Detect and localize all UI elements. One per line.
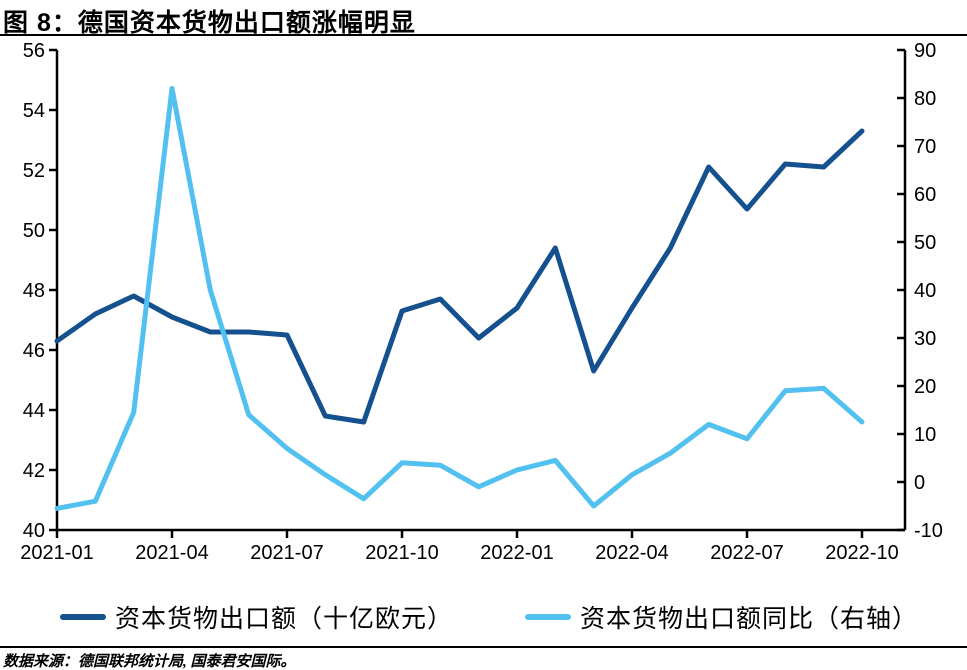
left-axis-tick-label: 46 bbox=[23, 340, 45, 362]
x-axis-tick-label: 2021-10 bbox=[365, 542, 438, 564]
x-axis-tick-label: 2021-04 bbox=[135, 542, 208, 564]
right-axis-tick-label: 70 bbox=[914, 136, 936, 158]
right-axis-tick-label: 0 bbox=[914, 472, 925, 494]
legend-item-exports: 资本货物出口额（十亿欧元） bbox=[60, 599, 453, 635]
legend-swatch-light-line bbox=[525, 614, 572, 620]
right-axis-tick-label: 40 bbox=[914, 280, 936, 302]
series-line-exports bbox=[54, 128, 865, 425]
legend-item-yoy: 资本货物出口额同比（右轴） bbox=[525, 599, 918, 635]
right-axis-tick-label: 30 bbox=[914, 328, 936, 350]
left-axis-tick-label: 52 bbox=[23, 160, 45, 182]
left-axis-tick-label: 48 bbox=[23, 280, 45, 302]
right-axis-tick-label: 50 bbox=[914, 232, 936, 254]
x-axis-tick-label: 2022-07 bbox=[710, 542, 783, 564]
right-axis-tick-label: 20 bbox=[914, 376, 936, 398]
x-axis-tick-label: 2021-07 bbox=[250, 542, 323, 564]
x-axis-tick-label: 2022-01 bbox=[480, 542, 553, 564]
legend-swatch-dark-line bbox=[60, 614, 106, 620]
left-axis-tick-label: 44 bbox=[23, 400, 45, 422]
right-axis-tick-label: -10 bbox=[914, 520, 943, 542]
right-axis-tick-label: 80 bbox=[914, 88, 936, 110]
x-axis-tick-label: 2021-01 bbox=[20, 542, 93, 564]
left-axis-tick-label: 56 bbox=[23, 40, 45, 62]
series-line-yoy bbox=[54, 85, 865, 511]
left-axis-tick-label: 54 bbox=[23, 100, 45, 122]
line-chart-canvas: 40 42 44 46 48 50 52 54 56 -10 0 10 20 30 40 50 60 70 80 90… bbox=[20, 40, 943, 564]
footer-divider bbox=[0, 646, 967, 648]
figure-title: 图 8：德国资本货物出口额涨幅明显 bbox=[3, 9, 416, 37]
data-source-note: 数据来源：德国联邦统计局, 国泰君安国际。 bbox=[3, 654, 296, 670]
x-axis-tick-label: 2022-04 bbox=[595, 542, 668, 564]
left-axis-tick-label: 50 bbox=[23, 220, 45, 242]
x-axis-tick-label: 2022-10 bbox=[825, 542, 898, 564]
chart-legend: 资本货物出口额（十亿欧元） 资本货物出口额同比（右轴） bbox=[60, 599, 918, 635]
left-axis-tick-label: 40 bbox=[23, 520, 45, 542]
title-divider bbox=[0, 34, 967, 36]
right-axis-tick-label: 60 bbox=[914, 184, 936, 206]
legend-label: 资本货物出口额同比（右轴） bbox=[580, 605, 919, 633]
right-axis-tick-label: 10 bbox=[914, 424, 936, 446]
legend-label: 资本货物出口额（十亿欧元） bbox=[115, 605, 454, 633]
right-axis-tick-label: 90 bbox=[914, 40, 936, 62]
left-axis-tick-label: 42 bbox=[23, 460, 45, 482]
